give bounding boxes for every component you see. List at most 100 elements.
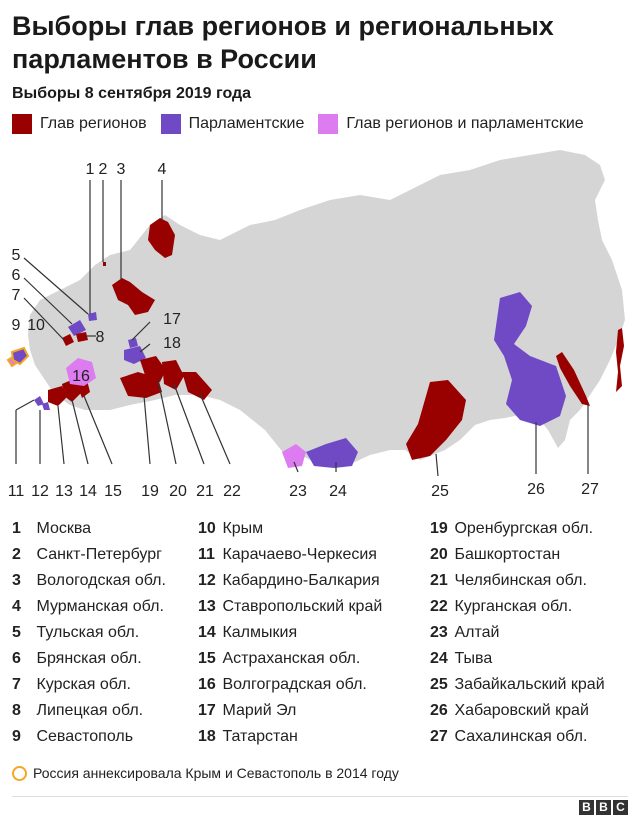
subtitle: Выборы 8 сентября 2019 года [12,85,252,102]
footnote: Россия аннексировала Крым и Севастополь … [12,765,399,781]
region-11-karachay-cherkessia [34,396,44,406]
region-list-item: 12 Кабардино-Балкария [198,572,380,589]
legend-swatch-governor [12,114,32,134]
region-list-item: 15 Астраханская обл. [198,650,361,667]
legend: Глав регионов Парламентские Глав регионо… [12,112,598,136]
region-18-tatarstan [124,346,146,364]
region-list-item: 1 Москва [12,520,92,537]
legend-item-both: Глав регионов и парламентские [318,114,584,134]
legend-item-governor: Глав регионов [12,114,147,134]
map-label-22: 22 [223,483,241,500]
map-label-6: 6 [12,267,21,284]
map-label-8: 8 [96,329,105,346]
legend-swatch-both [318,114,339,134]
leader-lines [15,180,589,477]
map-label-11: 11 [8,483,25,500]
region-list-item: 22 Курганская обл. [430,598,573,615]
region-12-kabardino-balkaria [42,402,50,410]
region-21-chelyabinsk [162,360,184,390]
map-label-12: 12 [31,483,49,500]
map-label-7: 7 [12,287,21,304]
map-label-1: 1 [86,161,95,178]
region-7-kursk [62,334,74,346]
legend-label-governor: Глав регионов [40,115,147,132]
region-17-mari-el [128,338,138,348]
region-list-item: 7 Курская обл. [12,676,131,693]
bbc-logo: B B C [577,800,628,815]
region-list-item: 20 Башкортостан [430,546,561,563]
region-list-column-1: 1 Москва 2 Санкт-Петербург 3 Вологодская… [12,516,166,750]
region-list-item: 21 Челябинская обл. [430,572,587,589]
region-27-kuril-islands [616,328,624,392]
map-label-21: 21 [196,483,214,500]
map-label-17: 17 [163,311,181,328]
map-label-10: 10 [27,317,45,334]
map-label-26: 26 [527,481,545,498]
region-list-item: 18 Татарстан [198,728,298,745]
map-label-18: 18 [163,335,181,352]
region-list-column-3: 19 Оренбургская обл. 20 Башкортостан 21 … [430,516,605,750]
map-label-23: 23 [289,483,307,500]
divider [12,796,628,797]
region-24-tuva [306,438,358,468]
region-list-item: 6 Брянская обл. [12,650,142,667]
region-27-sakhalin [556,352,590,406]
map-label-3: 3 [117,161,126,178]
map-label-15: 15 [104,483,122,500]
map-label-9: 9 [12,317,21,334]
region-list-item: 13 Ставропольский край [198,598,383,615]
region-8-lipetsk [76,332,88,342]
logo-letter: C [613,800,628,815]
map-label-5: 5 [12,247,21,264]
legend-swatch-parliament [160,114,181,134]
region-23-altai [282,444,306,468]
region-13-stavropol [48,386,66,406]
map-label-16: 16 [72,368,90,385]
region-list-item: 5 Тульская обл. [12,624,140,641]
region-list-item: 23 Алтай [430,624,500,641]
region-list-item: 25 Забайкальский край [430,676,605,693]
region-26-khabarovsk [494,292,566,426]
map-label-24: 24 [329,483,347,500]
region-22-kurgan [182,372,212,400]
region-list-item: 11 Карачаево-Черкесия [198,546,377,563]
region-list-column-2: 10 Крым 11 Карачаево-Черкесия 12 Кабарди… [198,516,382,750]
region-list-item: 14 Калмыкия [198,624,298,641]
legend-label-parliament: Парламентские [188,115,305,132]
circle-outline-icon [12,765,27,781]
map-label-20: 20 [169,483,187,500]
region-list-item: 27 Сахалинская обл. [430,728,588,745]
region-16-volgograd [66,358,96,386]
region-25-zabaikalsky [406,380,466,460]
region-20-bashkortostan [140,356,166,382]
region-2-saint-petersburg [103,262,106,266]
region-list-item: 24 Тыва [430,650,493,667]
region-10-crimea [10,346,30,366]
region-5-tula [88,312,97,321]
region-4-murmansk [148,218,175,258]
legend-item-parliament: Парламентские [160,114,305,134]
region-list-item: 10 Крым [198,520,264,537]
map-label-19: 19 [141,483,159,500]
map-label-2: 2 [99,161,108,178]
russia-map: 1 2 3 4 5 6 7 8 9 10 11 12 13 14 15 16 1… [6,150,625,500]
region-list-item: 4 Мурманская обл. [12,598,164,615]
region-6-bryansk [68,320,86,336]
region-list-item: 3 Вологодская обл. [12,572,166,589]
region-list-item: 19 Оренбургская обл. [430,520,594,537]
page-title: Выборы глав регионов и региональных парл… [12,11,554,74]
map-labels: 1 2 3 4 5 6 7 8 9 10 11 12 13 14 15 16 1… [8,161,599,500]
logo-letter: B [579,800,594,815]
map-label-27: 27 [581,481,599,498]
map-label-25: 25 [431,483,449,500]
logo-letter: B [596,800,611,815]
region-list-item: 17 Марий Эл [198,702,297,719]
footnote-text: Россия аннексировала Крым и Севастополь … [33,765,399,781]
legend-label-both: Глав регионов и парламентские [346,115,584,132]
map-label-4: 4 [158,161,167,178]
region-list-item: 16 Волгоградская обл. [198,676,367,693]
region-list-item: 2 Санкт-Петербург [12,546,162,563]
region-list-item: 9 Севастополь [12,728,134,745]
region-list-item: 26 Хабаровский край [430,702,589,719]
map-label-14: 14 [79,483,97,500]
